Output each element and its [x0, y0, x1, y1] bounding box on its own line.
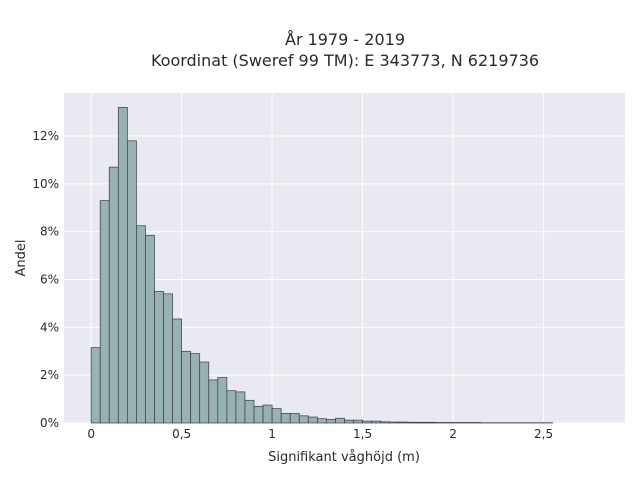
histogram-bar [208, 379, 219, 424]
y-tick-label: 0% [40, 416, 59, 430]
histogram-bar [154, 291, 164, 424]
histogram-bar [335, 417, 345, 424]
histogram-bar [190, 353, 201, 424]
histogram-bar [226, 390, 237, 424]
histogram-bar [298, 415, 309, 424]
histogram-bar [326, 419, 336, 424]
histogram-bar [90, 347, 101, 424]
histogram-bar [307, 416, 318, 424]
histogram-bar [172, 318, 182, 424]
histogram-bar [199, 361, 210, 424]
histogram-bar [217, 377, 228, 424]
histogram-bar [108, 166, 119, 424]
histogram-bar [289, 413, 300, 424]
histogram-bar [145, 234, 155, 424]
y-axis-title: Andel [14, 240, 29, 277]
histogram-bar [317, 418, 327, 424]
histogram-bar [362, 420, 372, 424]
histogram-bar [371, 420, 382, 424]
histogram-bar [262, 404, 273, 424]
x-tick-label: 0 [87, 427, 95, 441]
histogram-bar [353, 419, 363, 424]
y-tick-label: 6% [40, 273, 59, 287]
histogram-bar [244, 399, 255, 424]
x-tick-label: 2 [449, 427, 457, 441]
x-tick-label: 2,5 [534, 427, 553, 441]
x-tick-label: 1,5 [353, 427, 372, 441]
histogram-bar [407, 421, 418, 424]
histogram-bar [398, 421, 409, 424]
chart-title-line2: Koordinat (Sweref 99 TM): E 343773, N 62… [151, 51, 539, 70]
y-tick-label: 10% [32, 177, 59, 191]
histogram-bar [380, 421, 391, 424]
y-axis-ticks: 0% 2% 4% 6% 8% 10% 12% [32, 129, 59, 430]
histogram-bar [126, 140, 137, 424]
histogram-bar [271, 408, 282, 424]
x-axis-ticks: 0 0,5 1 1,5 2 2,5 [87, 427, 553, 441]
histogram-bar [117, 106, 128, 424]
histogram-bar [99, 200, 110, 424]
y-tick-label: 2% [40, 368, 59, 382]
histogram-bar [425, 421, 436, 424]
y-tick-label: 12% [32, 129, 59, 143]
histogram-bar [344, 419, 354, 424]
histogram-bar [181, 350, 192, 424]
histogram-bar [163, 293, 173, 424]
x-tick-label: 0,5 [172, 427, 191, 441]
chart-title-line1: År 1979 - 2019 [285, 30, 405, 49]
histogram-bars [90, 106, 553, 424]
histogram-bar [235, 391, 246, 424]
histogram-bar [389, 421, 400, 424]
x-axis-title: Signifikant våghöjd (m) [268, 450, 420, 465]
histogram-bar [416, 421, 427, 424]
histogram-bar [136, 225, 146, 424]
histogram-bar [253, 405, 264, 424]
histogram-bar [280, 413, 291, 424]
x-tick-label: 1 [268, 427, 276, 441]
y-tick-label: 8% [40, 225, 59, 239]
y-tick-label: 4% [40, 320, 59, 334]
